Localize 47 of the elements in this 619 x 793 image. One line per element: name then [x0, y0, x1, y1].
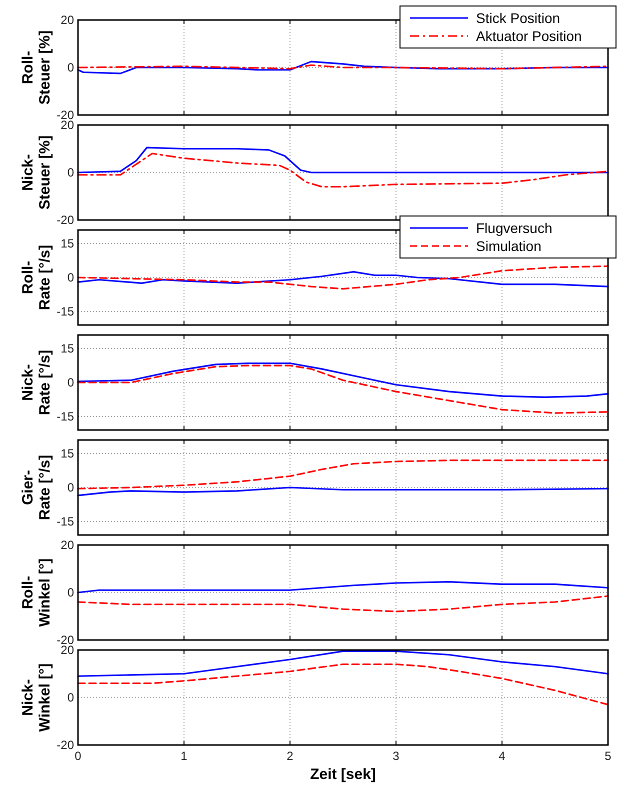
line-series [77, 581, 609, 594]
x-tick-label: 3 [392, 749, 400, 763]
y-tick-label: 15 [60, 342, 74, 356]
y-axis-title: Nick- Winkel [°] [20, 663, 54, 732]
x-tick-label: 1 [180, 749, 188, 763]
y-axis-title: Nick- Rate [°/s] [20, 350, 54, 416]
y-tick-label: 0 [67, 586, 74, 600]
line-series [77, 271, 609, 288]
y-axis-title: Roll- Rate [°/s] [20, 244, 54, 310]
legend-label: Simulation [476, 238, 542, 254]
line-series [77, 650, 609, 677]
x-axis-title: Zeit [sek] [310, 766, 376, 783]
x-tick-label: 5 [604, 749, 612, 763]
line-series [77, 364, 609, 414]
y-axis-title: Roll- Steuer [%] [20, 30, 54, 105]
line-series [77, 146, 609, 174]
line-series [77, 60, 609, 74]
line-series [77, 362, 609, 398]
x-tick-label: 2 [286, 749, 294, 763]
y-tick-label: -15 [56, 304, 74, 318]
y-tick-label: 15 [60, 446, 74, 461]
legend-label: Aktuator Position [476, 28, 582, 44]
y-tick-label: -15 [56, 514, 74, 528]
y-tick-label: 0 [67, 480, 74, 494]
y-tick-label: 20 [60, 13, 74, 27]
y-tick-label: -20 [56, 738, 74, 752]
y-axis-title: Gier- Rate [°/s] [20, 454, 54, 520]
y-tick-label: 15 [60, 236, 74, 251]
y-tick-label: 0 [67, 270, 74, 284]
y-tick-label: -15 [56, 409, 74, 424]
legend-label: Stick Position [476, 10, 560, 26]
line-series [77, 460, 609, 490]
line-series [77, 663, 609, 706]
y-axis-title: Nick- Steuer [%] [20, 135, 54, 210]
y-tick-label: 20 [60, 538, 74, 552]
line-series [77, 265, 609, 290]
y-axis-title: Roll- Winkel [°] [20, 558, 54, 627]
x-tick-label: 4 [498, 749, 506, 763]
line-series [77, 152, 609, 188]
line-series [77, 486, 609, 496]
y-tick-label: 0 [67, 166, 74, 180]
y-tick-label: -20 [56, 213, 74, 227]
y-tick-label: 0 [67, 690, 74, 704]
line-series [77, 595, 609, 612]
legend-label: Flugversuch [476, 220, 552, 236]
y-tick-label: 0 [67, 60, 74, 74]
y-tick-label: 0 [67, 376, 74, 390]
